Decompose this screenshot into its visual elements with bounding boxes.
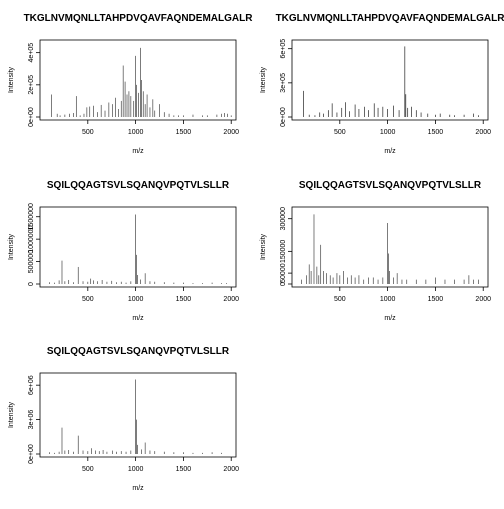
x-tick-label: 1000 — [128, 129, 144, 136]
x-tick-label: 2000 — [223, 129, 239, 136]
chart-title: SQILQQAGTSVLSQANQVPQTVLSLLR — [47, 180, 230, 191]
x-axis-label: m/z — [132, 148, 144, 155]
x-tick-label: 1500 — [428, 296, 444, 303]
y-tick-label: 0 — [28, 282, 35, 286]
spectrum-panel: SQILQQAGTSVLSQANQVPQTVLSLLR 500 1000 1500 20… — [260, 180, 491, 322]
y-axis-label: Intensity — [260, 233, 267, 260]
x-tick-label: 1500 — [176, 296, 192, 303]
x-axis-label: m/z — [384, 315, 396, 322]
plot-frame — [291, 39, 489, 121]
y-tick-label: 6e+05 — [280, 39, 287, 59]
x-axis-label: m/z — [132, 315, 144, 322]
x-tick-label: 1000 — [380, 296, 396, 303]
y-tick-label: 0 — [280, 282, 287, 286]
plot-frame — [39, 206, 237, 288]
x-tick-label: 500 — [82, 466, 94, 473]
x-tick-label: 500 — [334, 129, 346, 136]
y-tick-label: 4e+05 — [28, 43, 35, 63]
x-tick-label: 500 — [82, 129, 94, 136]
plot-frame — [291, 206, 489, 288]
y-tick-label: 3e+05 — [280, 73, 287, 93]
x-tick-label: 1000 — [380, 129, 396, 136]
plot-frame — [39, 372, 237, 458]
chart-title: SQILQQAGTSVLSQANQVPQTVLSLLR — [47, 346, 230, 357]
x-axis-label: m/z — [132, 485, 144, 492]
y-tick-label: 1000000 — [28, 225, 35, 252]
x-tick-label: 1000 — [128, 466, 144, 473]
chart-title: TKGLNVMQNLLTAHPDVQAVFAQNDEMALGALR — [24, 13, 254, 24]
y-tick-label: 1500000 — [28, 203, 35, 230]
y-tick-label: 3e+06 — [28, 410, 35, 430]
x-tick-label: 500 — [82, 296, 94, 303]
chart-title: TKGLNVMQNLLTAHPDVQAVFAQNDEMALGALR — [276, 13, 504, 24]
y-tick-label: 0e+00 — [280, 107, 287, 127]
x-tick-label: 2000 — [475, 129, 491, 136]
spectrum-panel: SQILQQAGTSVLSQANQVPQTVLSLLR 500 1000 1500 20… — [8, 346, 239, 492]
x-tick-label: 500 — [334, 296, 346, 303]
y-tick-label: 300000 — [280, 207, 287, 230]
plot-frame — [39, 39, 237, 121]
spectrum-panel: SQILQQAGTSVLSQANQVPQTVLSLLR 500 1000 1500 20… — [8, 180, 239, 322]
x-tick-label: 1500 — [428, 129, 444, 136]
x-tick-label: 1000 — [128, 296, 144, 303]
y-tick-label: 6e+06 — [28, 375, 35, 395]
y-axis-label: Intensity — [8, 401, 15, 428]
spectrum-panel: TKGLNVMQNLLTAHPDVQAVFAQNDEMALGALR 500 1000… — [260, 13, 504, 155]
x-tick-label: 1500 — [176, 466, 192, 473]
x-tick-label: 2000 — [223, 296, 239, 303]
spectrum-panel: TKGLNVMQNLLTAHPDVQAVFAQNDEMALGALR 500 1000… — [8, 13, 253, 155]
y-tick-label: 500000 — [28, 250, 35, 273]
y-axis-label: Intensity — [8, 66, 15, 93]
y-axis-label: Intensity — [8, 233, 15, 260]
y-tick-label: 0e+00 — [28, 444, 35, 464]
x-tick-label: 1500 — [176, 129, 192, 136]
chart-title: SQILQQAGTSVLSQANQVPQTVLSLLR — [299, 180, 482, 191]
y-tick-label: 50000 — [280, 263, 287, 283]
y-tick-label: 150000 — [280, 240, 287, 263]
y-tick-label: 0e+00 — [28, 107, 35, 127]
x-axis-label: m/z — [384, 148, 396, 155]
y-axis-label: Intensity — [260, 66, 267, 93]
x-tick-label: 2000 — [223, 466, 239, 473]
y-tick-label: 2e+05 — [28, 75, 35, 95]
x-tick-label: 2000 — [475, 296, 491, 303]
